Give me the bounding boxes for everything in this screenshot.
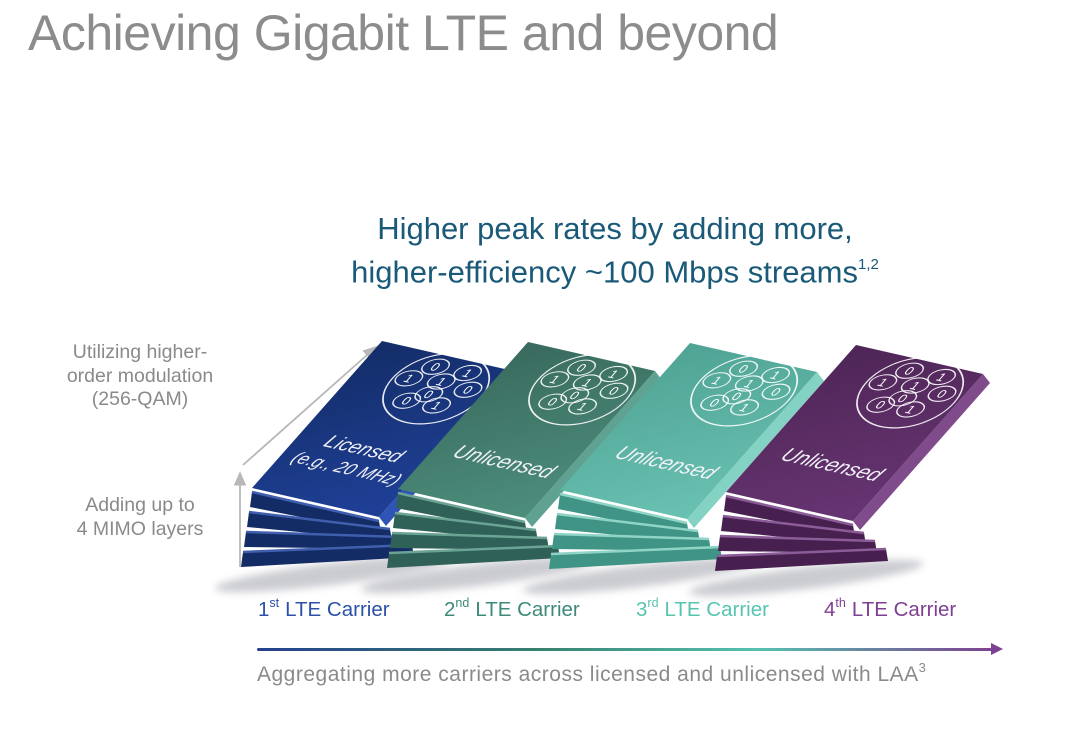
- mimo-layer-highlight: [550, 545, 721, 556]
- mimo-layer-highlight: [553, 532, 710, 541]
- mimo-layer-edge: [721, 516, 866, 545]
- modulation-line2: order modulation: [66, 364, 214, 387]
- carrier-label-4: 4th LTE Carrier: [824, 596, 957, 621]
- stack-side-face: [853, 374, 990, 530]
- stack-top-face: [726, 345, 983, 521]
- mimo-layer-highlight: [719, 534, 876, 543]
- mimo-layer-highlight: [251, 490, 380, 523]
- carrier-label-2: 2nd LTE Carrier: [444, 596, 580, 621]
- mimo-layer-edge: [393, 513, 538, 542]
- mimo-line1: Adding up to: [85, 494, 195, 516]
- mimo-layer-edge: [247, 512, 392, 541]
- modulation-annotation: Utilizing higher- order modulation (256-…: [28, 341, 252, 412]
- carrier-label-1: 1st LTE Carrier: [258, 596, 390, 621]
- subtitle-line2: higher-efficiency ~100 Mbps streams1,2: [351, 254, 879, 290]
- stack-shadow: [688, 559, 924, 597]
- carrier-gradient-arrow-icon: [257, 643, 1003, 655]
- carrier-label-3: 3rd LTE Carrier: [636, 596, 769, 621]
- stack-top-face: [560, 343, 817, 519]
- subtitle-line1: Higher peak rates by adding more,: [377, 211, 853, 246]
- mimo-layer-highlight: [725, 494, 854, 527]
- modulation-diagonal-arrow-icon: [242, 345, 378, 466]
- mimo-annotation: Adding up to 4 MIMO layers: [28, 494, 252, 541]
- mimo-layer-highlight: [397, 491, 526, 524]
- stack-shadow: [522, 557, 758, 595]
- modulation-line1: Utilizing higher-: [72, 341, 208, 363]
- mimo-layer-highlight: [556, 512, 699, 533]
- mimo-line2: 4 MIMO layers: [76, 517, 204, 540]
- mimo-layer-highlight: [391, 531, 548, 540]
- subtitle-footnote-ref: 1,2: [858, 256, 879, 273]
- mimo-layer-highlight: [716, 547, 887, 558]
- stack-top-face: [398, 342, 655, 518]
- mimo-layer-highlight: [388, 544, 559, 555]
- mimo-layer-highlight: [242, 543, 413, 554]
- mimo-layer-highlight: [722, 514, 865, 535]
- stack-side-face: [687, 372, 824, 528]
- stack-side-face: [525, 371, 662, 527]
- modulation-line3: (256-QAM): [91, 388, 189, 410]
- stack-shadow: [360, 556, 596, 594]
- caption-footnote-ref: 3: [918, 660, 927, 675]
- gradient-arrowhead-icon: [991, 643, 1003, 655]
- mimo-layer-highlight: [394, 511, 537, 532]
- mimo-layer-edge: [555, 514, 700, 543]
- subtitle: Higher peak rates by adding more, higher…: [280, 210, 950, 291]
- page-title: Achieving Gigabit LTE and beyond: [28, 5, 779, 61]
- stack-top-face: [252, 341, 509, 517]
- mimo-layer-highlight: [248, 510, 391, 531]
- mimo-layer-highlight: [245, 530, 402, 539]
- axis-caption: Aggregating more carriers across license…: [257, 660, 927, 686]
- mimo-layer-highlight: [559, 492, 688, 525]
